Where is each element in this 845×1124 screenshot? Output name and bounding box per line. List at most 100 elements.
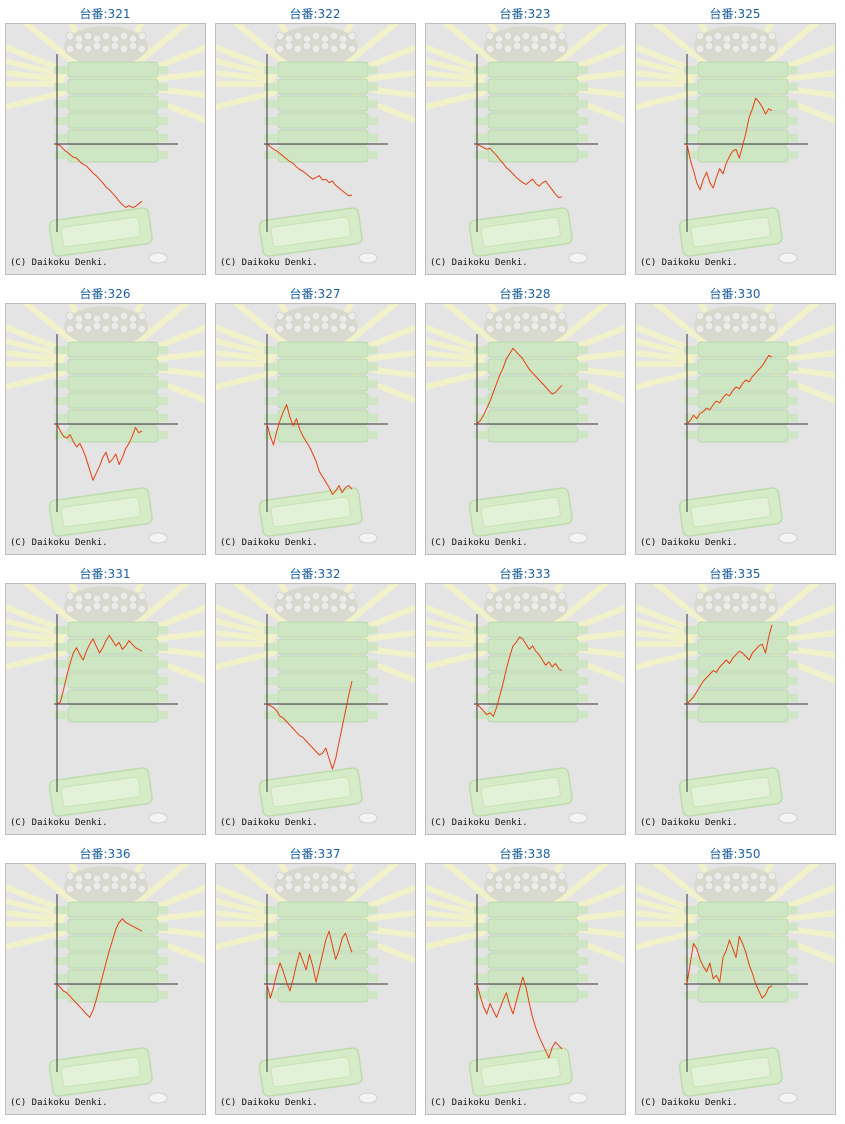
machine-number-title[interactable]: 台番:326 bbox=[79, 287, 131, 301]
machine-illustration bbox=[636, 24, 835, 264]
slump-graph bbox=[426, 584, 625, 824]
slump-line bbox=[266, 404, 353, 495]
machine-illustration bbox=[6, 584, 205, 824]
slump-graph bbox=[6, 304, 205, 544]
copyright-text: (C) Daikoku Denki. bbox=[10, 538, 108, 548]
copyright-text: (C) Daikoku Denki. bbox=[220, 1098, 318, 1108]
graph-card: 台番:330 (C) Daikoku Denki. bbox=[630, 280, 840, 560]
graph-card: 台番:323 (C) Daikoku Denki. bbox=[420, 0, 630, 280]
slump-graph-panel: (C) Daikoku Denki. bbox=[215, 303, 416, 555]
slump-line bbox=[686, 97, 773, 191]
slump-graph bbox=[216, 304, 415, 544]
slump-graph-panel: (C) Daikoku Denki. bbox=[215, 863, 416, 1115]
slump-line bbox=[266, 680, 353, 770]
copyright-text: (C) Daikoku Denki. bbox=[640, 1098, 738, 1108]
slump-graph-panel: (C) Daikoku Denki. bbox=[635, 23, 836, 275]
machine-number-title[interactable]: 台番:331 bbox=[79, 567, 131, 581]
graph-card: 台番:327 (C) Daikoku Denki. bbox=[210, 280, 420, 560]
machine-illustration bbox=[636, 304, 835, 544]
graph-card: 台番:333 (C) Daikoku Denki. bbox=[420, 560, 630, 840]
graph-card: 台番:336 (C) Daikoku Denki. bbox=[0, 840, 210, 1120]
graph-card: 台番:328 (C) Daikoku Denki. bbox=[420, 280, 630, 560]
graph-card: 台番:322 (C) Daikoku Denki. bbox=[210, 0, 420, 280]
machine-number-title[interactable]: 台番:338 bbox=[499, 847, 551, 861]
slump-graph bbox=[426, 304, 625, 544]
slump-graph bbox=[216, 24, 415, 264]
slump-graph-panel: (C) Daikoku Denki. bbox=[425, 23, 626, 275]
slump-line bbox=[476, 347, 563, 425]
slump-graph-panel: (C) Daikoku Denki. bbox=[425, 583, 626, 835]
slump-line bbox=[686, 936, 773, 999]
slump-line bbox=[476, 636, 563, 717]
slump-graph-panel: (C) Daikoku Denki. bbox=[5, 863, 206, 1115]
machine-number-title[interactable]: 台番:336 bbox=[79, 847, 131, 861]
slump-graph bbox=[6, 864, 205, 1104]
copyright-text: (C) Daikoku Denki. bbox=[10, 818, 108, 828]
graph-card: 台番:337 (C) Daikoku Denki. bbox=[210, 840, 420, 1120]
copyright-text: (C) Daikoku Denki. bbox=[430, 818, 528, 828]
graph-card: 台番:325 (C) Daikoku Denki. bbox=[630, 0, 840, 280]
graph-card: 台番:350 (C) Daikoku Denki. bbox=[630, 840, 840, 1120]
graph-card: 台番:332 (C) Daikoku Denki. bbox=[210, 560, 420, 840]
machine-illustration bbox=[216, 24, 415, 264]
slump-graph-panel: (C) Daikoku Denki. bbox=[635, 863, 836, 1115]
machine-illustration bbox=[216, 864, 415, 1104]
slump-line bbox=[686, 624, 773, 705]
slump-line bbox=[476, 143, 563, 199]
machine-number-title[interactable]: 台番:321 bbox=[79, 7, 131, 21]
slump-graph bbox=[636, 24, 835, 264]
machine-number-title[interactable]: 台番:325 bbox=[709, 7, 761, 21]
copyright-text: (C) Daikoku Denki. bbox=[640, 538, 738, 548]
slump-line bbox=[686, 354, 773, 425]
copyright-text: (C) Daikoku Denki. bbox=[220, 818, 318, 828]
slump-graph bbox=[6, 584, 205, 824]
slump-graph-panel: (C) Daikoku Denki. bbox=[5, 23, 206, 275]
machine-illustration bbox=[426, 864, 625, 1104]
copyright-text: (C) Daikoku Denki. bbox=[10, 258, 108, 268]
slump-graph-panel: (C) Daikoku Denki. bbox=[425, 303, 626, 555]
copyright-text: (C) Daikoku Denki. bbox=[430, 1098, 528, 1108]
machine-number-title[interactable]: 台番:333 bbox=[499, 567, 551, 581]
machine-illustration bbox=[636, 864, 835, 1104]
slump-graph-panel: (C) Daikoku Denki. bbox=[635, 583, 836, 835]
slump-graph bbox=[426, 24, 625, 264]
slump-graph-panel: (C) Daikoku Denki. bbox=[5, 583, 206, 835]
slump-graph bbox=[636, 584, 835, 824]
slump-line bbox=[56, 634, 143, 705]
slump-line bbox=[56, 423, 143, 481]
slump-graph bbox=[636, 304, 835, 544]
slump-graph-panel: (C) Daikoku Denki. bbox=[215, 583, 416, 835]
machine-number-title[interactable]: 台番:332 bbox=[289, 567, 341, 581]
machine-illustration bbox=[426, 304, 625, 544]
copyright-text: (C) Daikoku Denki. bbox=[640, 258, 738, 268]
machine-illustration bbox=[216, 304, 415, 544]
machine-number-title[interactable]: 台番:350 bbox=[709, 847, 761, 861]
graph-card: 台番:331 (C) Daikoku Denki. bbox=[0, 560, 210, 840]
machine-number-title[interactable]: 台番:327 bbox=[289, 287, 341, 301]
copyright-text: (C) Daikoku Denki. bbox=[220, 258, 318, 268]
machine-number-title[interactable]: 台番:335 bbox=[709, 567, 761, 581]
slump-graph bbox=[636, 864, 835, 1104]
machine-number-title[interactable]: 台番:337 bbox=[289, 847, 341, 861]
slump-graph-panel: (C) Daikoku Denki. bbox=[215, 23, 416, 275]
machine-number-title[interactable]: 台番:328 bbox=[499, 287, 551, 301]
graph-card: 台番:338 (C) Daikoku Denki. bbox=[420, 840, 630, 1120]
machine-number-title[interactable]: 台番:323 bbox=[499, 7, 551, 21]
slump-line bbox=[56, 143, 143, 208]
slump-graph bbox=[6, 24, 205, 264]
graph-card: 台番:335 (C) Daikoku Denki. bbox=[630, 560, 840, 840]
machine-illustration bbox=[636, 584, 835, 824]
copyright-text: (C) Daikoku Denki. bbox=[10, 1098, 108, 1108]
copyright-text: (C) Daikoku Denki. bbox=[430, 538, 528, 548]
slump-line bbox=[266, 930, 353, 999]
machine-illustration bbox=[216, 584, 415, 824]
slump-graph-panel: (C) Daikoku Denki. bbox=[635, 303, 836, 555]
slump-line bbox=[266, 143, 353, 197]
slump-graph bbox=[216, 584, 415, 824]
copyright-text: (C) Daikoku Denki. bbox=[430, 258, 528, 268]
copyright-text: (C) Daikoku Denki. bbox=[220, 538, 318, 548]
machine-number-title[interactable]: 台番:330 bbox=[709, 287, 761, 301]
machine-number-title[interactable]: 台番:322 bbox=[289, 7, 341, 21]
machine-illustration bbox=[426, 584, 625, 824]
